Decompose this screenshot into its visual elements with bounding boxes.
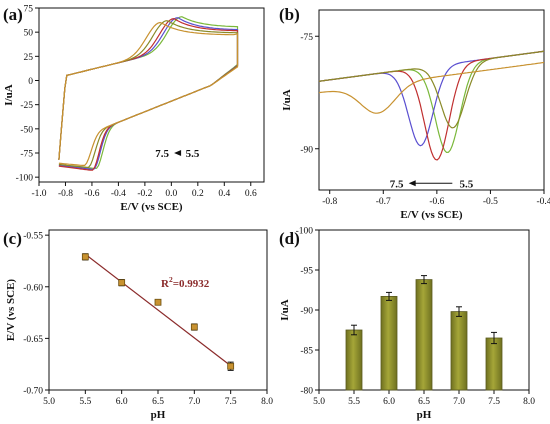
r-squared-prefix: R <box>161 278 170 290</box>
b-x-tick-label: -0.8 <box>322 197 337 207</box>
a-x-tick-label: 0.4 <box>218 189 230 199</box>
a-x-axis-label: E/V (vs SCE) <box>120 201 182 213</box>
b-x-tick-label: -0.6 <box>429 197 444 207</box>
data-point <box>81 253 89 261</box>
a-y-tick-label: -25 <box>20 101 33 111</box>
r-squared-annotation: R2=0.9932 <box>161 275 210 290</box>
c-x-tick-label: 7.5 <box>225 397 237 407</box>
c-x-tick-label: 8.0 <box>261 397 273 407</box>
cv-curve-ph-5.5 <box>58 16 239 169</box>
d-x-tick-label: 6.5 <box>418 397 430 407</box>
b-y-axis-label: I/uA <box>281 89 293 110</box>
data-point <box>118 279 126 287</box>
d-x-tick-label: 5.0 <box>313 397 325 407</box>
d-y-tick-label: -90 <box>300 307 313 317</box>
panel-a-cv-plot: -1.0 -0.8 -0.6 -0.4 -0.2 0.0 0.2 0.4 0.6 -100 -75 -… <box>3 5 265 213</box>
b-x-axis-label: E/V (vs SCE) <box>400 209 462 221</box>
a-x-tick-label: 0.6 <box>245 189 257 199</box>
a-y-tick-label: 25 <box>24 53 34 63</box>
a-arrow-head <box>174 150 182 156</box>
c-x-tick-label: 7.0 <box>188 397 200 407</box>
d-x-axis-label: pH <box>417 409 432 421</box>
bar-ph-6.0 <box>380 295 398 391</box>
a-y-tick-label: 0 <box>28 77 33 87</box>
d-x-tick-label: 8.0 <box>523 397 535 407</box>
a-y-tick-label: 75 <box>24 5 34 15</box>
d-x-tick-label: 7.5 <box>488 397 500 407</box>
cv-curve-ph-6.0 <box>58 17 239 171</box>
a-x-tick-label: 0.0 <box>165 189 177 199</box>
d-y-tick-label: -95 <box>300 267 313 277</box>
dpv-curve-ph-7.0 <box>318 50 545 129</box>
a-y-tick-label: -100 <box>16 174 34 184</box>
c-x-axis-label: pH <box>151 409 166 421</box>
panel-label-b: (b) <box>279 5 300 24</box>
b-x-tick-label: -0.4 <box>536 197 550 207</box>
cv-curve-ph-7.0 <box>58 20 239 169</box>
d-x-tick-label: 5.5 <box>348 397 360 407</box>
c-x-tick-label: 6.0 <box>116 397 128 407</box>
a-x-tick-label: 0.2 <box>192 189 204 199</box>
cv-curve-ph-7.5 <box>58 21 239 166</box>
b-x-tick-label: -0.7 <box>376 197 391 207</box>
a-x-tick-label: -1.0 <box>31 189 46 199</box>
data-point <box>154 298 162 306</box>
bar-ph-5.5 <box>345 329 363 391</box>
c-x-tick-label: 6.5 <box>152 397 164 407</box>
panel-label-d: (d) <box>279 229 300 248</box>
data-point <box>190 323 198 331</box>
a-x-tick-label: -0.8 <box>58 189 73 199</box>
c-y-tick-label: -0.60 <box>23 283 43 293</box>
a-y-tick-label: -50 <box>20 125 33 135</box>
a-y-axis-label: I/uA <box>3 84 15 105</box>
cv-curve-ph-6.5 <box>58 17 239 171</box>
b-y-tick-label: -90 <box>300 145 313 155</box>
dpv-curve-ph-6.0 <box>318 50 545 147</box>
b-y-tick-label: -75 <box>300 33 313 43</box>
d-y-axis-label: I/uA <box>279 299 291 320</box>
r-squared-superscript: 2 <box>169 275 173 284</box>
bar-ph-7.5 <box>485 337 503 391</box>
dpv-curve-ph-7.5 <box>318 61 545 114</box>
c-y-tick-label: -0.55 <box>23 232 43 242</box>
b-x-tick-label: -0.5 <box>483 197 498 207</box>
bar-ph-7.0 <box>450 311 468 391</box>
d-y-tick-label: -100 <box>296 227 314 237</box>
panel-label-a: (a) <box>3 5 23 24</box>
panel-c-potential-vs-ph: 5.0 5.5 6.0 6.5 7.0 7.5 8.0 -0.55 -0.60 -0.65 -0.7… <box>5 229 273 421</box>
r-squared-value: =0.9932 <box>173 278 210 290</box>
a-x-tick-label: -0.4 <box>111 189 126 199</box>
b-annotation-right: 5.5 <box>459 178 473 190</box>
c-x-tick-label: 5.5 <box>79 397 91 407</box>
c-y-tick-label: -0.65 <box>23 335 43 345</box>
b-annotation-left: 7.5 <box>390 178 404 190</box>
a-y-tick-label: -75 <box>20 150 33 160</box>
b-arrow-head <box>408 180 416 187</box>
plot-frame-b <box>318 9 545 191</box>
a-x-tick-label: -0.6 <box>84 189 99 199</box>
d-x-tick-label: 6.0 <box>383 397 395 407</box>
panel-d-current-vs-ph: 5.0 5.5 6.0 6.5 7.0 7.5 8.0 -80 -85 -90 -95 -100 pH I… <box>279 227 535 422</box>
c-y-axis-label: E/V (vs SCE) <box>5 279 17 341</box>
c-x-tick-label: 5.0 <box>43 397 55 407</box>
data-point <box>227 362 235 370</box>
fit-line <box>84 253 232 367</box>
panel-label-c: (c) <box>3 229 22 248</box>
d-x-tick-label: 7.0 <box>453 397 465 407</box>
a-annotation-right: 5.5 <box>186 148 200 160</box>
d-y-tick-label: -85 <box>300 347 313 357</box>
bar-ph-6.5 <box>415 279 433 391</box>
plot-frame-a <box>38 7 265 183</box>
a-annotation-left: 7.5 <box>155 148 169 160</box>
panel-b-dpv-plot: -0.8 -0.7 -0.6 -0.5 -0.4 -75 -90 E/V (vs SCE) I/… <box>281 9 550 221</box>
c-y-tick-label: -0.70 <box>23 387 43 397</box>
d-y-tick-label: -80 <box>300 387 313 397</box>
a-y-tick-label: 50 <box>24 29 34 39</box>
a-x-tick-label: -0.2 <box>137 189 152 199</box>
